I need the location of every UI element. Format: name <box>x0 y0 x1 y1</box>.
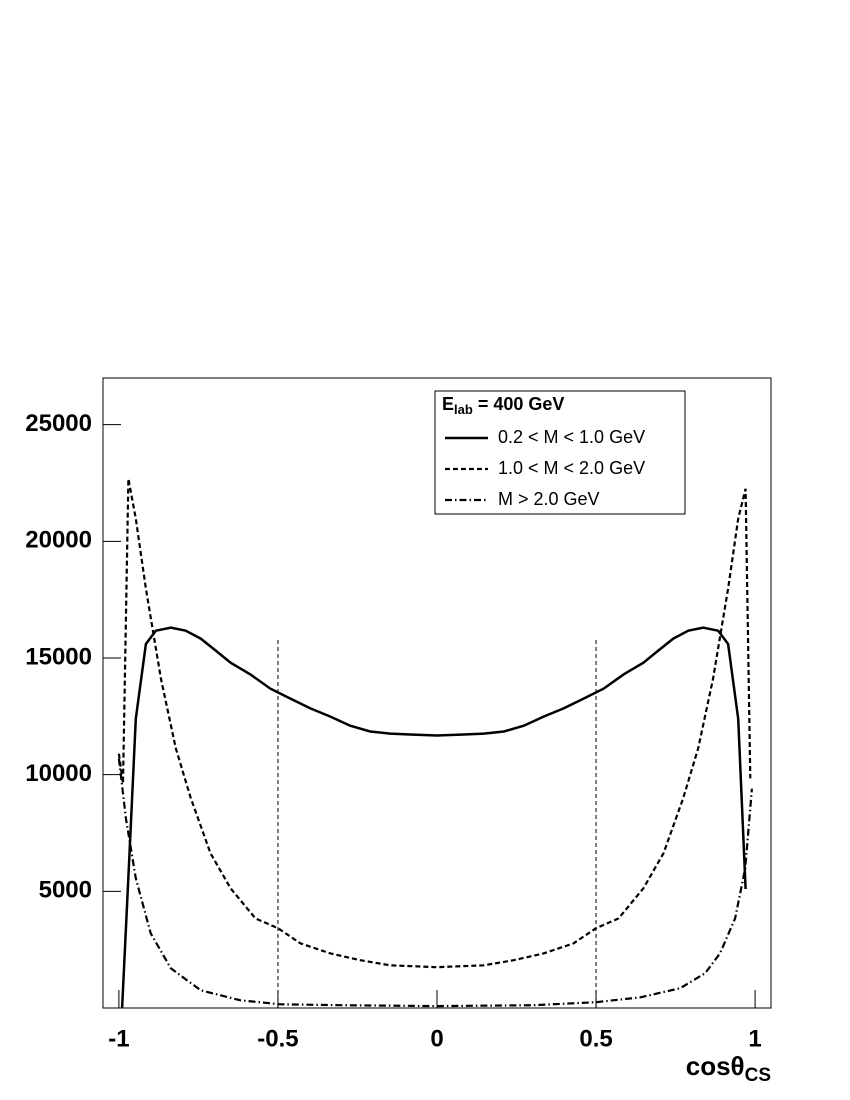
y-tick-label: 25000 <box>25 410 92 437</box>
legend-title-main: E <box>442 394 454 414</box>
legend-label: 1.0 < M < 2.0 GeV <box>498 458 645 478</box>
y-tick-label: 5000 <box>39 877 92 904</box>
legend-box <box>434 390 686 515</box>
y-tick-label: 20000 <box>25 527 92 554</box>
x-tick-label: -0.5 <box>257 1025 298 1052</box>
series-line <box>120 626 747 1009</box>
x-tick-label: -1 <box>108 1025 129 1052</box>
x-axis-title-sub: CS <box>745 1065 771 1086</box>
x-tick-label: 1 <box>748 1025 761 1052</box>
legend-title-rest: = 400 GeV <box>473 394 565 414</box>
y-tick-label: 10000 <box>25 760 92 787</box>
legend-label: 0.2 < M < 1.0 GeV <box>498 427 645 447</box>
x-tick-label: 0 <box>430 1025 443 1052</box>
series-line <box>117 758 753 1008</box>
x-axis-title: cosθCS <box>686 1051 771 1086</box>
legend-title-sub: lab <box>454 402 473 417</box>
x-tick-label: 0.5 <box>579 1025 612 1052</box>
legend-label: M > 2.0 GeV <box>498 489 600 509</box>
legend-title: Elab = 400 GeV <box>442 394 564 418</box>
series-line <box>117 478 752 969</box>
y-tick-label: 15000 <box>25 643 92 670</box>
x-axis-title-main: cosθ <box>686 1051 745 1081</box>
